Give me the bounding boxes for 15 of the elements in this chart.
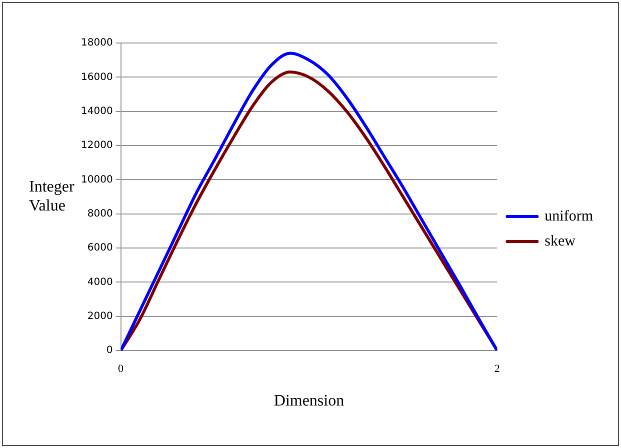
y-tick-label: 12000 — [81, 140, 113, 152]
y-tick-label: 2000 — [87, 311, 113, 322]
x-tick-label: 2 — [494, 363, 500, 376]
legend-label: skew — [544, 233, 576, 250]
y-tick-label: 18000 — [81, 38, 113, 49]
y-axis-title: Integer Value — [29, 178, 75, 215]
y-tick-label: 10000 — [81, 174, 113, 186]
y-tick-label: 0 — [106, 345, 113, 356]
y-tick-label: 4000 — [87, 276, 113, 288]
legend-label: uniform — [544, 208, 594, 224]
y-tick-label: 14000 — [81, 106, 113, 117]
x-axis-title: Dimension — [274, 392, 344, 410]
y-tick-label: 6000 — [87, 242, 113, 254]
y-tick-label: 8000 — [87, 208, 113, 220]
y-tick-label: 16000 — [81, 72, 113, 83]
